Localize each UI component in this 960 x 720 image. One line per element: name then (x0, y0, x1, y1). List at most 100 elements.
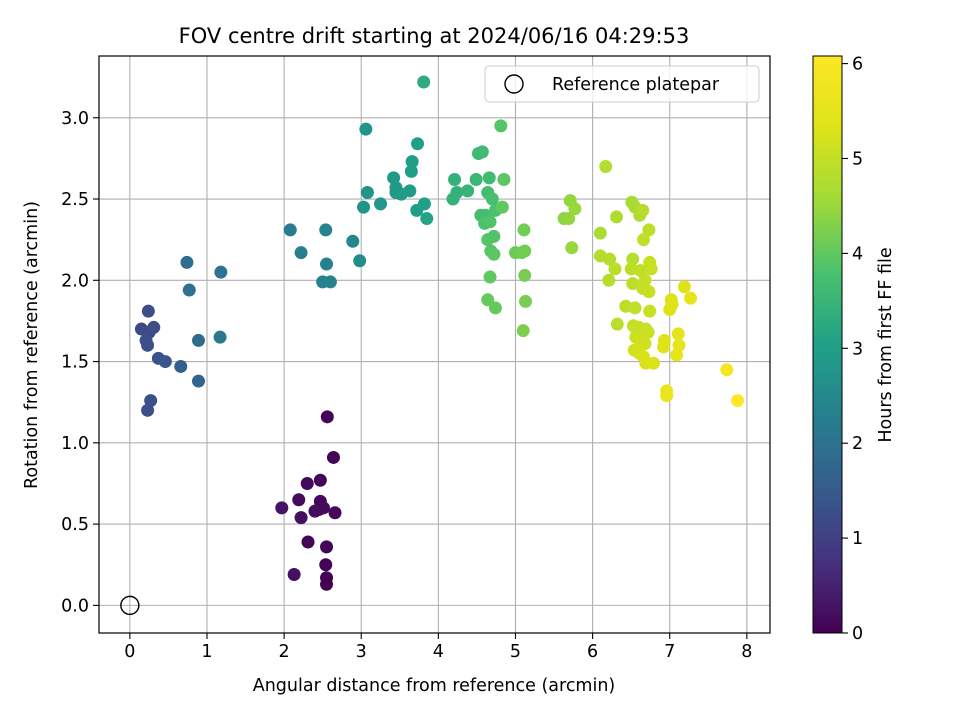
legend: Reference platepar (484, 65, 760, 103)
data-point (610, 210, 624, 224)
data-point (517, 223, 531, 237)
y-tick-label: 1.5 (61, 353, 89, 373)
x-axis-ticks: 0 1 2 3 4 5 6 7 8 (124, 633, 752, 662)
colorbar-tick-label: 5 (852, 149, 863, 169)
x-tick-label: 5 (510, 642, 521, 662)
data-point (294, 511, 308, 525)
data-point (602, 273, 616, 287)
data-point (213, 330, 227, 344)
data-point (360, 186, 374, 200)
data-point (642, 223, 656, 237)
data-point (482, 171, 496, 185)
data-point (610, 317, 624, 331)
data-point (144, 394, 158, 408)
data-point (141, 304, 155, 318)
y-axis-label: Rotation from reference (arcmin) (22, 201, 42, 489)
data-point (320, 540, 334, 554)
data-point (643, 304, 657, 318)
x-tick-label: 6 (587, 642, 598, 662)
data-point (448, 173, 462, 187)
data-point (641, 325, 655, 339)
data-point (180, 255, 194, 269)
data-point (516, 324, 530, 338)
y-tick-label: 2.5 (61, 190, 89, 210)
data-point (638, 337, 652, 351)
data-point (483, 270, 497, 284)
data-point (387, 171, 401, 185)
data-point (562, 212, 576, 226)
colorbar-label: Hours from first FF file (876, 247, 896, 442)
x-tick-label: 4 (433, 642, 444, 662)
data-point (519, 294, 533, 308)
data-point (684, 291, 698, 305)
data-point (446, 192, 460, 206)
data-point (141, 338, 155, 352)
reference-point (120, 595, 140, 616)
data-point (294, 246, 308, 260)
data-point (599, 160, 613, 174)
legend-box (484, 65, 760, 103)
data-point (670, 348, 684, 362)
data-point (671, 327, 685, 341)
data-point (720, 363, 734, 377)
colorbar-tick-label: 1 (852, 529, 863, 549)
data-point (481, 293, 495, 307)
data-point (214, 265, 228, 279)
data-point (326, 450, 340, 464)
data-point (359, 122, 373, 136)
data-point (518, 244, 532, 258)
data-point (320, 257, 334, 271)
y-tick-label: 2.0 (61, 271, 89, 291)
data-point (174, 359, 188, 373)
data-point (647, 356, 661, 370)
data-point (483, 215, 497, 229)
data-point (417, 75, 431, 89)
colorbar-ticks: 0 1 2 3 4 5 6 (842, 55, 863, 644)
data-point (481, 233, 495, 247)
data-point (374, 197, 388, 211)
y-tick-label: 3.0 (61, 109, 89, 129)
data-point (420, 212, 434, 226)
data-point (300, 476, 314, 490)
data-point (313, 473, 327, 487)
data-point (665, 298, 679, 312)
data-point (461, 184, 475, 198)
data-point (603, 252, 617, 266)
x-tick-label: 3 (356, 642, 367, 662)
y-tick-label: 0.0 (61, 596, 89, 616)
data-point (308, 504, 322, 518)
data-point (494, 119, 508, 133)
data-point (568, 202, 582, 216)
data-point (301, 535, 315, 549)
data-point (405, 155, 419, 169)
data-point (677, 280, 691, 294)
y-tick-label: 1.0 (61, 434, 89, 454)
data-point (657, 340, 671, 354)
colorbar: 0 1 2 3 4 5 6 Hours from first FF file (812, 55, 896, 644)
data-point (637, 233, 651, 247)
colorbar-tick-label: 2 (852, 434, 863, 454)
x-axis-label: Angular distance from reference (arcmin) (253, 676, 616, 696)
data-point (411, 137, 425, 151)
data-point (642, 285, 656, 299)
data-point (320, 410, 334, 424)
data-point (487, 247, 501, 261)
data-point (283, 223, 297, 237)
colorbar-tick-label: 6 (852, 55, 863, 75)
data-point (191, 374, 205, 388)
data-point (495, 200, 509, 214)
data-point (147, 320, 161, 334)
legend-marker-icon (504, 74, 524, 94)
data-point (672, 338, 686, 352)
data-point (485, 192, 499, 206)
colorbar-tick-label: 3 (852, 339, 863, 359)
data-point (626, 277, 640, 291)
colorbar-gradient (812, 55, 843, 634)
data-point (633, 264, 647, 278)
data-point (403, 184, 417, 198)
data-point (191, 333, 205, 347)
data-point (628, 301, 642, 315)
data-point (320, 577, 334, 591)
data-point (158, 355, 172, 369)
